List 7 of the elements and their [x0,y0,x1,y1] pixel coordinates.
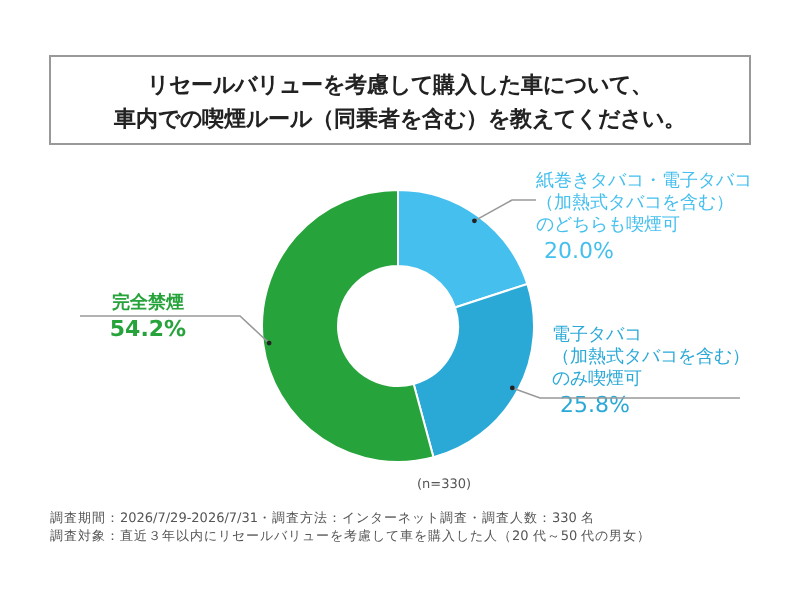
data-label: 20.0% [544,238,614,264]
slice-label: 電子タバコ（加熱式タバコを含む）のみ喫煙可 [552,324,750,390]
data-label: 25.8% [560,392,630,418]
slice-label: 紙巻きタバコ・電子タバコ（加熱式タバコを含む）のどちらも喫煙可 [536,170,752,236]
data-label: 54.2% [109,316,187,342]
chart-title: リセールバリューを考慮して購入した車について、車内での喫煙ルール（同乗者を含む）を教えてください。 [112,72,686,132]
slice-label: 完全禁煙 [112,292,184,314]
